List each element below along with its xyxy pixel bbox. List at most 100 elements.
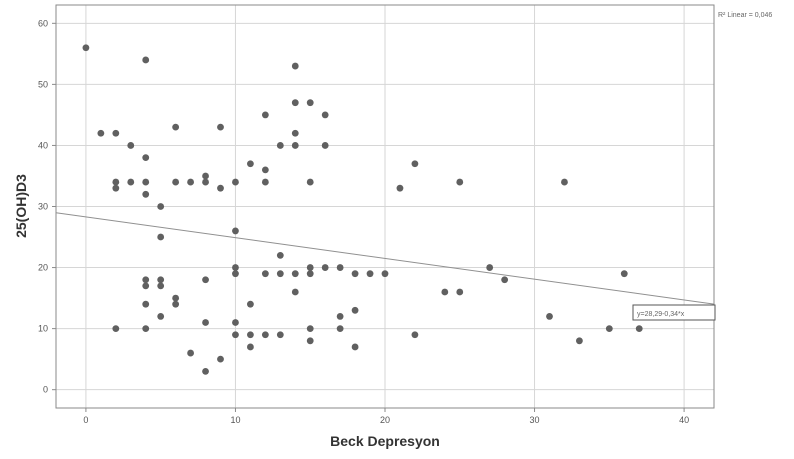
x-tick-label: 10 — [230, 415, 240, 425]
x-tick-label: 30 — [530, 415, 540, 425]
data-point — [576, 337, 583, 345]
data-point — [456, 288, 464, 296]
data-point — [142, 190, 150, 198]
data-point — [112, 178, 120, 186]
data-point — [306, 337, 314, 345]
y-axis-ticks: 0 10 20 30 40 50 60 — [38, 18, 56, 395]
y-tick-label: 0 — [43, 385, 48, 395]
data-point — [157, 233, 165, 241]
data-point — [97, 129, 105, 137]
y-tick-label: 60 — [38, 18, 48, 28]
data-point — [306, 99, 314, 107]
data-point — [276, 142, 284, 149]
data-point — [157, 203, 165, 210]
data-points — [82, 44, 643, 375]
grid-lines — [56, 5, 714, 408]
data-point — [187, 349, 194, 357]
data-point — [605, 325, 613, 333]
data-point — [620, 270, 628, 278]
data-point — [157, 313, 165, 320]
data-point — [187, 178, 194, 186]
data-point — [232, 270, 239, 278]
data-point — [276, 331, 284, 339]
data-point — [561, 178, 568, 186]
data-point — [635, 325, 643, 333]
data-point — [232, 227, 239, 235]
data-point — [261, 111, 269, 119]
data-point — [276, 251, 284, 259]
fit-equation-text: y=28,29-0,34*x — [637, 311, 685, 318]
data-point — [261, 178, 269, 186]
data-point — [336, 264, 344, 271]
y-tick-label: 30 — [38, 202, 48, 212]
data-point — [321, 142, 329, 149]
data-point — [127, 142, 135, 149]
data-point — [112, 325, 120, 333]
data-point — [261, 270, 269, 278]
data-point — [486, 264, 494, 271]
data-point — [456, 178, 464, 186]
data-point — [172, 178, 180, 186]
data-point — [411, 331, 419, 339]
data-point — [172, 123, 180, 131]
data-point — [112, 129, 120, 137]
data-point — [291, 142, 299, 149]
data-point — [202, 178, 209, 186]
data-point — [366, 270, 374, 278]
data-point — [381, 270, 389, 278]
data-point — [336, 325, 344, 333]
data-point — [142, 56, 150, 64]
data-point — [202, 172, 209, 180]
data-point — [411, 160, 419, 168]
data-point — [142, 325, 150, 333]
data-point — [202, 319, 209, 326]
y-tick-label: 40 — [38, 140, 48, 150]
data-point — [232, 178, 239, 186]
data-point — [217, 184, 224, 192]
data-point — [336, 313, 344, 320]
data-point — [112, 184, 120, 192]
data-point — [276, 270, 284, 278]
data-point — [261, 166, 269, 174]
data-point — [127, 178, 135, 186]
r2-annotation: R² Linear = 0,046 — [718, 12, 772, 19]
y-axis-label: 25(OH)D3 — [13, 174, 29, 238]
data-point — [261, 331, 269, 339]
data-point — [247, 300, 254, 308]
data-point — [142, 300, 150, 308]
data-point — [306, 178, 314, 186]
x-tick-label: 0 — [83, 415, 88, 425]
data-point — [441, 288, 449, 296]
data-point — [247, 160, 254, 168]
data-point — [501, 276, 509, 284]
data-point — [321, 111, 329, 119]
data-point — [291, 62, 299, 70]
data-point — [351, 270, 359, 278]
data-point — [232, 331, 239, 339]
fit-equation-box — [632, 304, 716, 321]
y-tick-label: 10 — [38, 324, 48, 334]
data-point — [321, 264, 329, 271]
data-point — [217, 123, 224, 131]
fit-equation-label: y=28,29-0,34*x — [632, 304, 716, 321]
y-tick-label: 50 — [38, 79, 48, 89]
data-point — [82, 44, 90, 52]
data-point — [247, 331, 254, 339]
x-tick-label: 40 — [679, 415, 689, 425]
x-axis-label: Beck Depresyon — [330, 433, 440, 449]
x-tick-label: 20 — [380, 415, 390, 425]
data-point — [291, 270, 299, 278]
data-point — [172, 300, 180, 308]
data-point — [172, 294, 180, 302]
regression-line — [55, 212, 715, 305]
data-point — [157, 276, 165, 284]
data-point — [351, 306, 359, 314]
data-point — [291, 288, 299, 296]
data-point — [232, 264, 239, 271]
data-point — [232, 319, 239, 326]
data-point — [306, 264, 314, 271]
x-axis-ticks: 0 10 20 30 40 — [83, 408, 689, 425]
data-point — [291, 99, 299, 107]
data-point — [142, 276, 150, 284]
